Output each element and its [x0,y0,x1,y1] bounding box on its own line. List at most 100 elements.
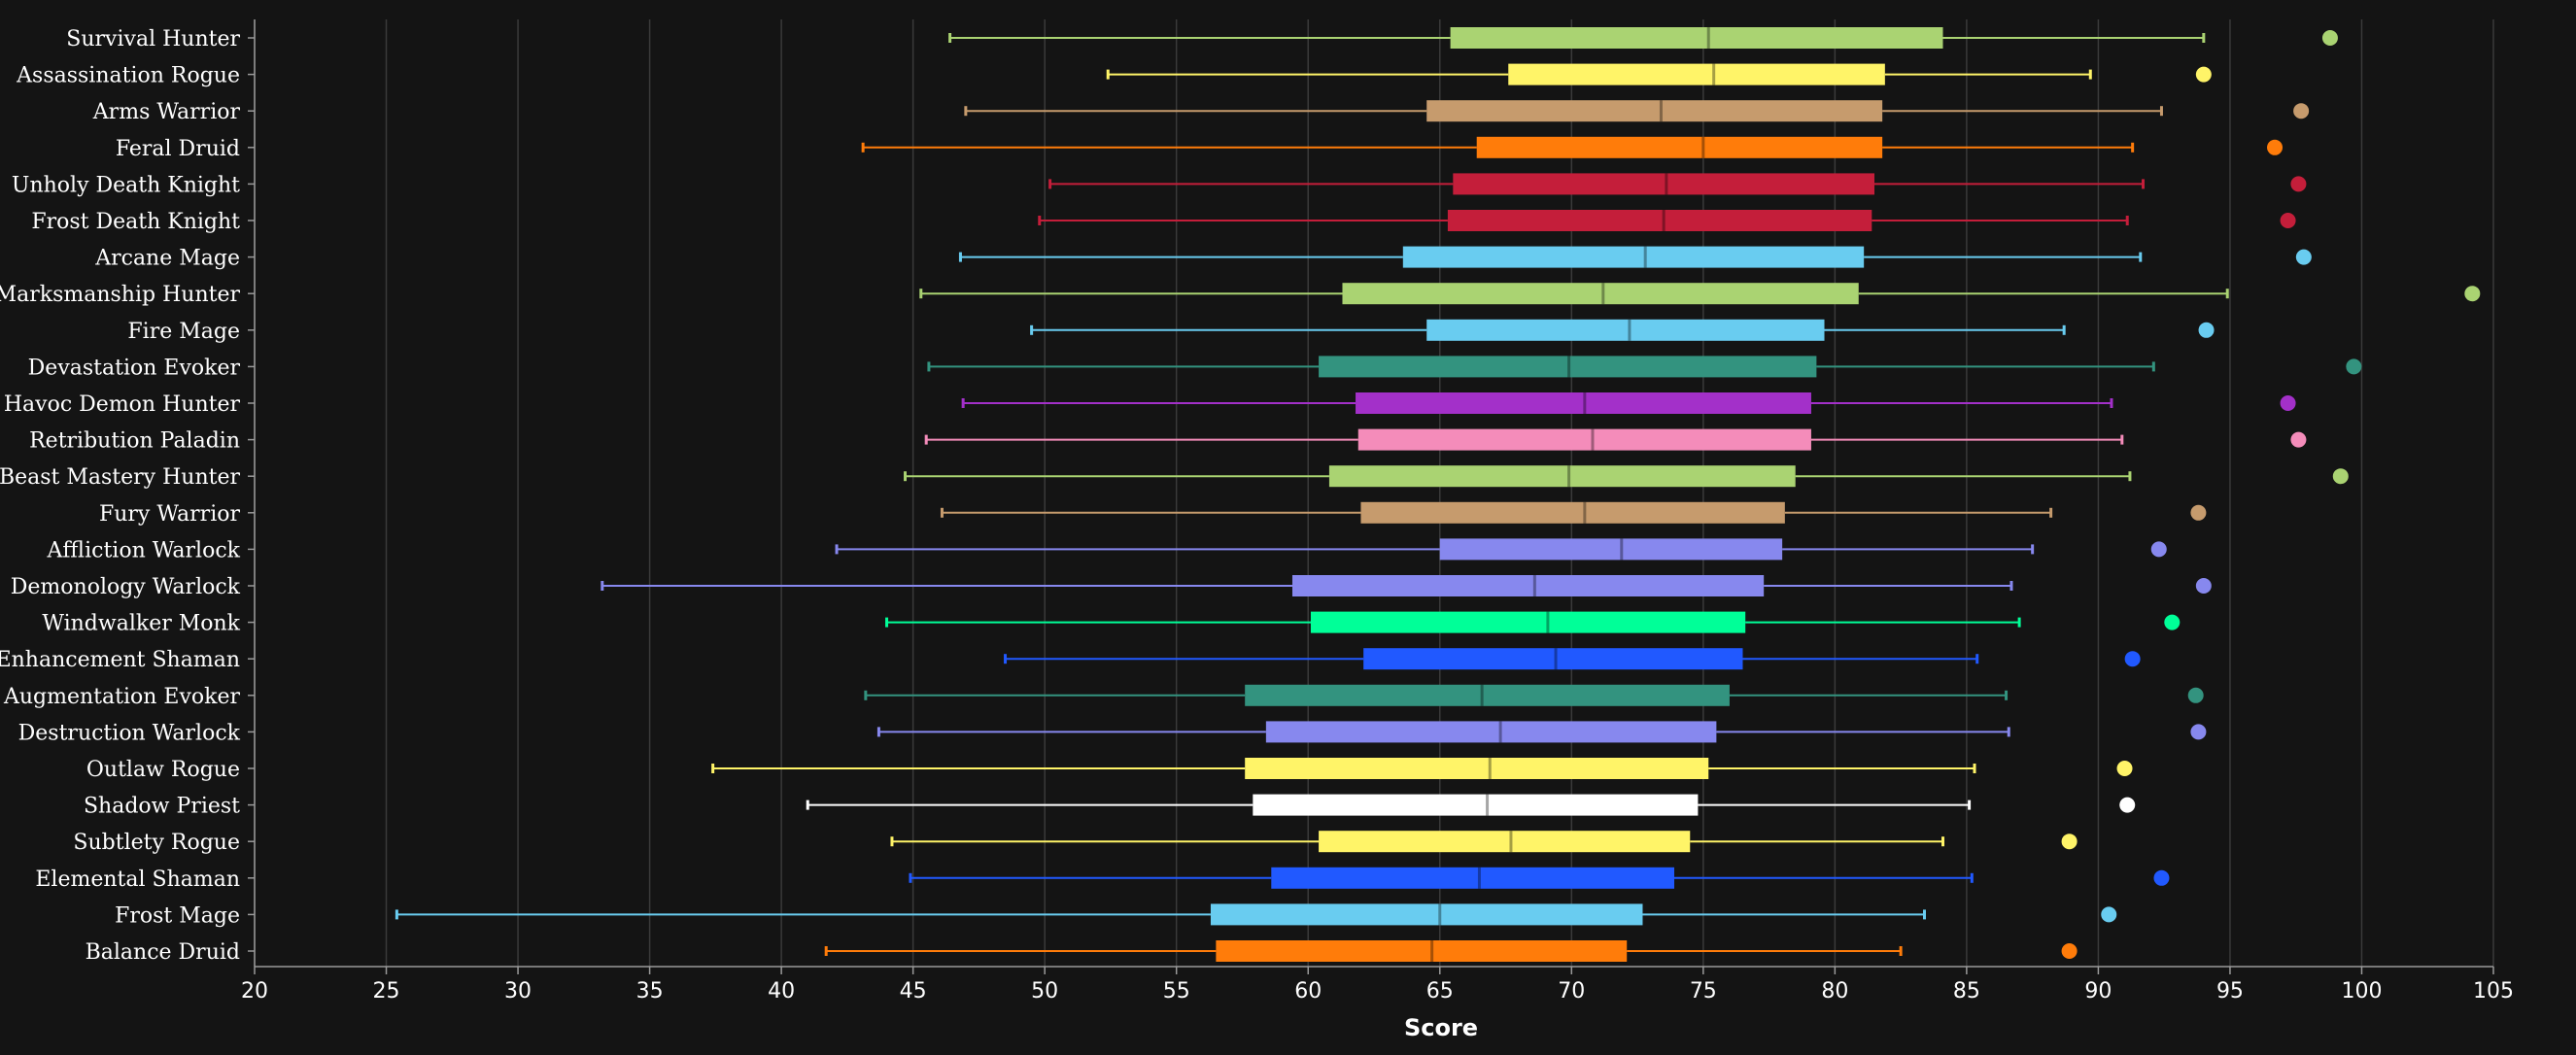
iqr-box [1450,27,1943,49]
outlier-point [2195,66,2212,83]
iqr-box [1356,392,1811,414]
box-group [919,283,2481,305]
outlier-point [2190,504,2207,521]
box-group [876,721,2207,743]
x-tick-label: 65 [1426,979,1454,1004]
box-series [395,27,2481,962]
box-group [601,575,2212,596]
box-group [1030,319,2215,341]
iqr-box [1342,283,1859,305]
x-tick-label: 25 [373,979,400,1004]
category-label: Unholy Death Knight [12,173,240,197]
outlier-point [2267,139,2284,155]
category-label: Arms Warrior [92,100,241,124]
iqr-box [1245,684,1730,706]
outlier-point [2321,30,2338,46]
box-group [948,27,2338,49]
category-label: Retribution Paladin [29,429,240,454]
outlier-point [2153,869,2170,886]
iqr-box [1310,611,1746,633]
box-group [395,903,2117,926]
box-group [927,356,2362,378]
iqr-box [1319,831,1691,853]
iqr-box [1357,428,1811,451]
iqr-box [1360,501,1785,524]
outlier-point [2198,322,2215,338]
category-label: Frost Mage [115,903,240,928]
category-label: Destruction Warlock [18,721,241,745]
category-label: Marksmanship Hunter [0,283,240,307]
outlier-point [2332,468,2349,485]
category-label: Subtlety Rogue [73,831,240,855]
category-label: Windwalker Monk [42,612,240,636]
box-group [835,538,2167,561]
iqr-box [1210,903,1643,926]
x-axis-title: Score [1404,1014,1478,1041]
category-label: Affliction Warlock [47,538,241,562]
outlier-point [2280,395,2296,411]
category-label: Feral Druid [116,137,240,161]
outlier-point [2290,176,2307,192]
iqr-box [1363,648,1743,670]
x-tick-label: 100 [2341,979,2382,1004]
outlier-point [2464,286,2481,302]
box-group [861,136,2284,158]
category-label: Enhancement Shaman [0,648,240,672]
box-group [958,246,2312,268]
x-tick-label: 20 [241,979,268,1004]
iqr-box [1291,575,1765,596]
box-group [890,831,2078,853]
outlier-point [2101,906,2117,923]
iqr-box [1319,356,1817,378]
iqr-box [1265,721,1717,743]
outlier-point [2119,797,2136,813]
outlier-point [2061,834,2078,850]
x-tick-label: 35 [636,979,664,1004]
box-group [885,611,2181,633]
box-group [1048,173,2307,195]
box-group [964,100,2310,122]
x-tick-label: 55 [1163,979,1190,1004]
outlier-point [2150,541,2167,558]
category-label: Balance Druid [86,940,240,965]
box-group [864,684,2204,706]
box-group [711,758,2133,779]
category-label: Fire Mage [127,320,240,344]
iqr-box [1216,940,1628,962]
box-group [1004,648,2141,670]
x-tick-label: 90 [2084,979,2112,1004]
category-label: Survival Hunter [66,27,240,51]
category-label: Outlaw Rogue [86,758,240,782]
iqr-box [1402,246,1865,268]
category-label: Frost Death Knight [31,210,240,234]
x-tick-label: 40 [768,979,795,1004]
outlier-point [2280,213,2296,228]
x-tick-label: 45 [900,979,927,1004]
outlier-point [2187,687,2204,703]
x-tick-label: 60 [1294,979,1322,1004]
outlier-point [2164,614,2181,630]
x-tick-label: 80 [1821,979,1848,1004]
x-tick-label: 75 [1690,979,1717,1004]
x-axis: 20 25 30 35 40 45 50 55 60 65 70 75 80 85 90 95 100 105 [241,19,2514,1004]
x-tick-label: 30 [504,979,532,1004]
x-tick-label: 85 [1953,979,1980,1004]
outlier-point [2346,358,2362,375]
iqr-box [1426,100,1883,122]
category-label: Fury Warrior [99,502,241,527]
category-label: Demonology Warlock [11,575,241,599]
category-label: Devastation Evoker [28,356,241,380]
iqr-box [1328,465,1796,488]
iqr-box [1426,319,1825,341]
box-group [940,501,2207,524]
iqr-box [1253,794,1699,816]
x-tick-label: 95 [2216,979,2244,1004]
outlier-point [2295,249,2312,265]
category-label: Havoc Demon Hunter [4,392,241,417]
iqr-box [1508,63,1885,85]
y-axis: Survival Hunter Assassination Rogue Arms W… [0,27,255,965]
box-group [1038,210,2296,231]
outlier-point [2195,578,2212,594]
category-label: Beast Mastery Hunter [0,465,240,490]
